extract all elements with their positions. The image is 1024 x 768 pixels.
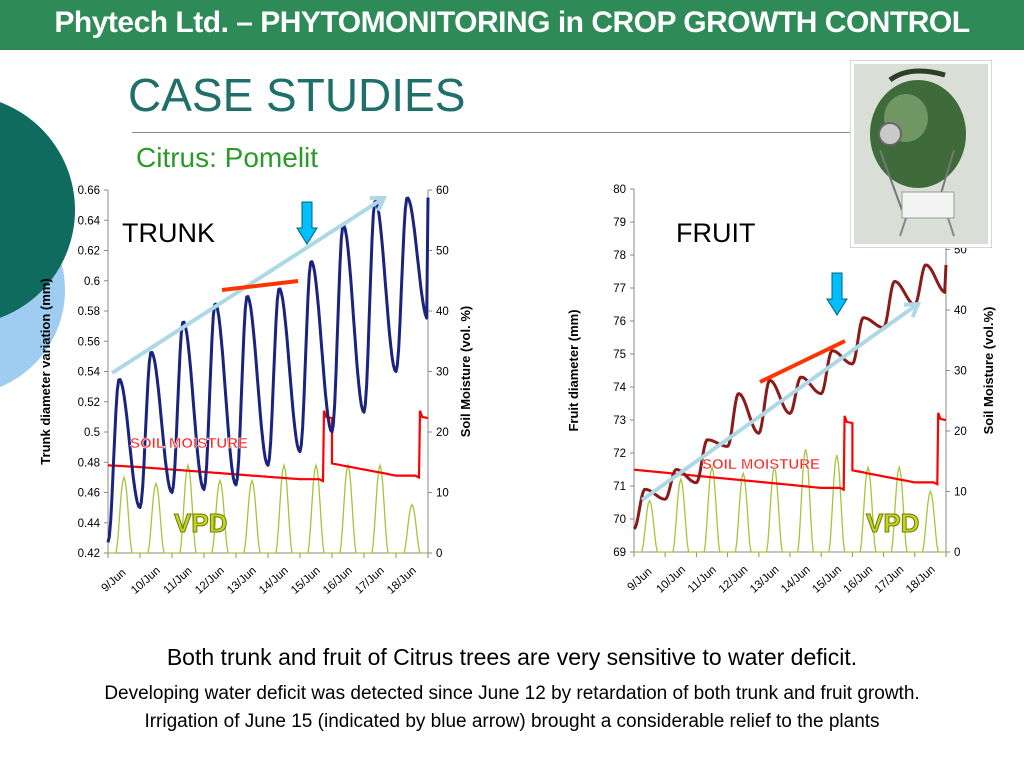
chart-fruit-y-tick-label: 77: [613, 283, 626, 295]
chart-fruit-y2-tick-label: 30: [954, 366, 967, 378]
caption-line-1: Both trunk and fruit of Citrus trees are…: [166, 644, 858, 670]
chart-trunk-y-tick-label: 0.44: [78, 518, 101, 530]
chart-trunk-y-tick-label: 0.42: [78, 548, 100, 560]
chart-fruit-title: FRUIT: [676, 218, 755, 248]
chart-trunk-y2-tick-label: 10: [436, 488, 449, 500]
chart-fruit-y-tick-label: 78: [613, 250, 626, 262]
chart-fruit-plot-area: [634, 189, 946, 552]
chart-fruit-y-tick-label: 72: [613, 448, 626, 460]
chart-trunk-y-tick-label: 0.54: [78, 367, 101, 379]
chart-fruit-retardation-line: [759, 339, 846, 384]
page-subtitle: Citrus: Pomelit: [136, 142, 319, 173]
chart-fruit-trend-arrowhead: [903, 301, 922, 318]
chart-fruit-vpd-label: VPD: [866, 508, 919, 538]
chart-fruit-diameter-line: [632, 263, 948, 530]
chart-trunk-y2-tick-label: 40: [436, 306, 449, 318]
chart-fruit-soil-moisture-label: SOIL MOISTURE: [702, 456, 820, 473]
chart-trunk-x-tick-label: 16/Jun: [321, 565, 355, 597]
chart-trunk-y-tick-label: 0.6: [84, 276, 100, 288]
page-title: CASE STUDIES: [128, 69, 466, 121]
chart-trunk-y-axis-title: Trunk diameter variation (mm): [38, 278, 53, 464]
chart-trunk-x-tick-label: 15/Jun: [289, 565, 323, 597]
chart-fruit-x-tick-label: 16/Jun: [842, 564, 876, 596]
decorative-circles: [0, 102, 75, 388]
chart-trunk-x-tick-label: 11/Jun: [161, 565, 194, 596]
chart-fruit-x-tick-label: 15/Jun: [810, 564, 844, 596]
chart-trunk-irrigation-arrow: [296, 201, 318, 245]
chart-fruit-x-tick-label: 12/Jun: [717, 564, 751, 596]
chart-trunk-y2-tick-label: 0: [436, 548, 442, 560]
chart-trunk-x-tick-label: 12/Jun: [193, 565, 227, 597]
chart-fruit-x-tick-label: 13/Jun: [748, 564, 782, 596]
chart-fruit-x-tick-label: 11/Jun: [686, 564, 719, 595]
chart-fruit-y2-tick-label: 0: [954, 547, 960, 559]
chart-trunk-vpd-line: [108, 462, 428, 554]
chart-trunk-y2-axis-title: Soil Moisture (vol. %): [458, 306, 473, 437]
chart-trunk-y2-tick-label: 20: [436, 427, 449, 439]
chart-trunk-plot-area: [108, 190, 428, 553]
chart-fruit-y-tick-label: 70: [613, 514, 626, 526]
chart-trunk-y-tick-label: 0.66: [78, 185, 100, 197]
chart-fruit-vpd-line: [634, 448, 946, 553]
chart-trunk-x-tick-label: 10/Jun: [129, 565, 163, 597]
chart-trunk-x-tick-label: 18/Jun: [385, 565, 419, 597]
chart-fruit-y-tick-label: 79: [613, 217, 626, 229]
chart-trunk-x-tick-label: 13/Jun: [225, 565, 259, 597]
chart-trunk-y-tick-label: 0.56: [78, 336, 100, 348]
chart-trunk-trend-arrowhead: [369, 195, 388, 212]
chart-fruit-y-axis-title: Fruit diameter (mm): [566, 309, 581, 431]
chart-trunk-y-tick-label: 0.46: [78, 488, 100, 500]
chart-fruit-y-tick-label: 71: [613, 481, 626, 493]
chart-trunk-soil-moisture-line: [107, 410, 429, 483]
chart-fruit-irrigation-arrow: [826, 272, 848, 316]
chart-trunk-x-tick-label: 17/Jun: [353, 565, 387, 597]
chart-fruit-y-tick-label: 75: [613, 349, 626, 361]
chart-trunk-y-tick-label: 0.52: [78, 397, 100, 409]
chart-fruit-y-tick-label: 76: [613, 316, 626, 328]
chart-fruit-y2-tick-label: 40: [954, 305, 967, 317]
chart-fruit-y-tick-label: 73: [613, 415, 626, 427]
chart-trunk-y2-tick-label: 30: [436, 367, 449, 379]
chart-trunk-y-tick-label: 0.64: [78, 215, 101, 227]
chart-fruit-x-tick-label: 9/Jun: [626, 566, 655, 594]
chart-fruit-y2-tick-label: 20: [954, 426, 967, 438]
chart-trunk-y-tick-label: 0.62: [78, 246, 100, 258]
chart-trunk-x-tick-label: 9/Jun: [100, 567, 129, 595]
chart-trunk-y-tick-label: 0.5: [84, 427, 100, 439]
caption-line-3: Irrigation of June 15 (indicated by blue…: [144, 711, 880, 732]
chart-trunk-title: TRUNK: [122, 218, 215, 248]
chart-trunk-y2-tick-label: 60: [436, 185, 449, 197]
chart-fruit-x-tick-label: 10/Jun: [654, 564, 688, 596]
chart-trunk-soil-moisture-label: SOIL MOISTURE: [130, 435, 248, 452]
chart-fruit-y-tick-label: 69: [613, 547, 626, 559]
chart-fruit-x-tick-label: 17/Jun: [873, 564, 907, 596]
charts-canvas: 0.42 0.44 0.46 0.48 0.5 0.52 0.54 0.56 0.58 0.6 0.…: [38, 184, 996, 597]
chart-trunk-retardation-line: [221, 279, 299, 292]
chart-trunk-x-tick-label: 14/Jun: [257, 565, 291, 597]
chart-fruit-trend-arrow: [640, 302, 920, 502]
chart-fruit-y2-tick-label: 10: [954, 487, 967, 499]
header-title: Phytech Ltd. – PHYTOMONITORING in CROP G…: [54, 6, 970, 39]
caption-line-2: Developing water deficit was detected si…: [104, 683, 920, 704]
chart-fruit-x-tick-label: 14/Jun: [779, 564, 813, 596]
chart-trunk-y2-tick-label: 50: [436, 246, 449, 258]
chart-fruit-y-tick-label: 74: [613, 382, 626, 394]
title-divider: [132, 132, 852, 133]
chart-fruit-y-tick-label: 80: [613, 184, 626, 196]
sensor-photo: [850, 60, 992, 248]
chart-trunk-y-tick-label: 0.48: [78, 457, 100, 469]
header-bar: [0, 0, 1024, 50]
chart-trunk-vpd-label: VPD: [174, 508, 227, 538]
chart-trunk-y-tick-label: 0.58: [78, 306, 100, 318]
chart-fruit-x-tick-label: 18/Jun: [904, 564, 938, 596]
chart-fruit-y2-axis-title: Soil Moisture (vol.%): [981, 307, 996, 435]
